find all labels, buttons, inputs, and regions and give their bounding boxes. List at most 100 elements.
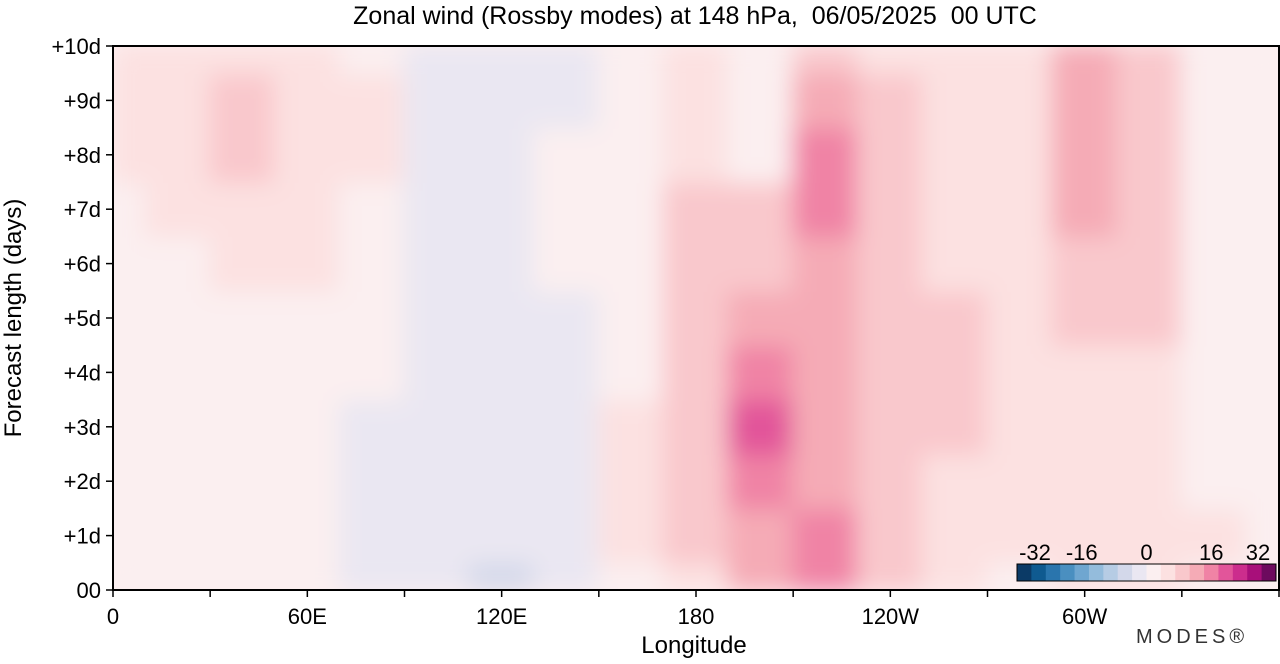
heatmap-cell — [1180, 507, 1248, 564]
colorbar-swatch — [1175, 564, 1191, 581]
y-tick-label: +9d — [64, 88, 101, 113]
brand-logo: MODES® — [1136, 626, 1249, 648]
heatmap-cell — [986, 344, 1054, 401]
heatmap-cell — [1245, 46, 1279, 75]
heatmap-cell — [338, 453, 406, 510]
heatmap-cell — [727, 507, 795, 564]
colorbar-label: 16 — [1199, 540, 1223, 565]
heatmap-cell — [338, 181, 406, 238]
heatmap-cell — [856, 289, 924, 347]
colorbar-swatch — [1103, 564, 1119, 581]
x-tick-label: 180 — [678, 604, 715, 629]
heatmap-cell — [856, 398, 924, 455]
heatmap-cell — [144, 453, 212, 510]
heatmap-cell — [533, 181, 600, 238]
heatmap-cell — [727, 398, 795, 455]
heatmap-cell — [662, 398, 730, 455]
heatmap-cell — [1116, 289, 1183, 347]
y-tick-label: +4d — [64, 360, 101, 385]
heatmap-cell — [533, 561, 600, 590]
heatmap-cell — [1245, 126, 1279, 183]
heatmap-cell — [209, 72, 276, 129]
heatmap-cell — [792, 72, 859, 129]
colorbar-swatch — [1160, 564, 1176, 581]
heatmap-cell — [1116, 181, 1183, 238]
colorbar-swatch — [1132, 564, 1147, 581]
colorbar-swatch — [1045, 564, 1061, 581]
heatmap-cell — [403, 72, 471, 129]
heatmap-cell — [921, 453, 989, 510]
heatmap-cell — [727, 72, 795, 129]
heatmap-cell — [727, 453, 795, 510]
heatmap-cell — [113, 453, 147, 510]
heatmap-cell — [468, 453, 536, 510]
heatmap-cell — [1180, 181, 1248, 238]
colorbar-swatch — [1204, 564, 1219, 581]
heatmap-cell — [597, 72, 665, 129]
heatmap-cell — [986, 181, 1054, 238]
y-tick-label: +7d — [64, 197, 101, 222]
heatmap-cell — [1116, 46, 1183, 75]
heatmap-cell — [792, 344, 859, 401]
heatmap-cell — [403, 453, 471, 510]
heatmap-cell — [662, 507, 730, 564]
heatmap-cell — [403, 507, 471, 564]
heatmap-cell — [403, 235, 471, 292]
heatmap-cell — [403, 126, 471, 183]
heatmap-cell — [662, 561, 730, 590]
y-tick-label: +8d — [64, 143, 101, 168]
heatmap-cell — [1051, 289, 1119, 347]
heatmap-cell — [792, 398, 859, 455]
heatmap-cell — [1051, 344, 1119, 401]
heatmap-cell — [986, 46, 1054, 75]
heatmap-cell — [986, 126, 1054, 183]
y-axis: 00 +1d +2d +3d +4d +5d +6d +7d +8d +9d +10d — [51, 34, 113, 603]
heatmap-cell — [273, 235, 341, 292]
heatmap-cell — [1051, 398, 1119, 455]
heatmap-cell — [856, 72, 924, 129]
heatmap-cell — [662, 72, 730, 129]
heatmap-cell — [727, 561, 795, 590]
heatmap-cell — [468, 181, 536, 238]
heatmap-cell — [144, 72, 212, 129]
x-tick-label: 0 — [107, 604, 119, 629]
heatmap-cell — [597, 507, 665, 564]
heatmap-cell — [1180, 453, 1248, 510]
heatmap-cell — [273, 398, 341, 455]
heatmap-cell — [921, 561, 989, 590]
colorbar-swatch — [1218, 564, 1234, 581]
heatmap-cell — [792, 507, 859, 564]
heatmap-cell — [1245, 344, 1279, 401]
heatmap-cell — [533, 235, 600, 292]
heatmap-cell — [1116, 453, 1183, 510]
heatmap-cell — [727, 289, 795, 347]
heatmap-cell — [209, 181, 276, 238]
heatmap-cell — [1245, 181, 1279, 238]
heatmap-cell — [533, 453, 600, 510]
y-tick-label: +10d — [51, 34, 101, 59]
heatmap-cell — [338, 46, 406, 75]
heatmap-cell — [144, 181, 212, 238]
colorbar-swatch — [1117, 564, 1133, 581]
colorbar: -32 -16 0 16 32 — [1016, 540, 1277, 582]
heatmap-cell — [144, 561, 212, 590]
heatmap-cell — [1180, 72, 1248, 129]
heatmap-cell — [209, 344, 276, 401]
y-tick-label: 00 — [77, 578, 101, 603]
heatmap-cell — [856, 126, 924, 183]
heatmap-cell — [209, 398, 276, 455]
colorbar-swatch — [1031, 564, 1047, 581]
heatmap-cell — [597, 126, 665, 183]
colorbar-swatch — [1060, 564, 1076, 581]
heatmap-cell — [113, 289, 147, 347]
heatmap-cell — [986, 453, 1054, 510]
heatmap-cell — [113, 46, 147, 75]
heatmap-cell — [113, 126, 147, 183]
heatmap-cell — [338, 72, 406, 129]
heatmap-cell — [338, 126, 406, 183]
heatmap-cell — [792, 561, 859, 590]
heatmap-cell — [273, 72, 341, 129]
heatmap-cell — [1116, 72, 1183, 129]
colorbar-swatch — [1074, 564, 1090, 581]
